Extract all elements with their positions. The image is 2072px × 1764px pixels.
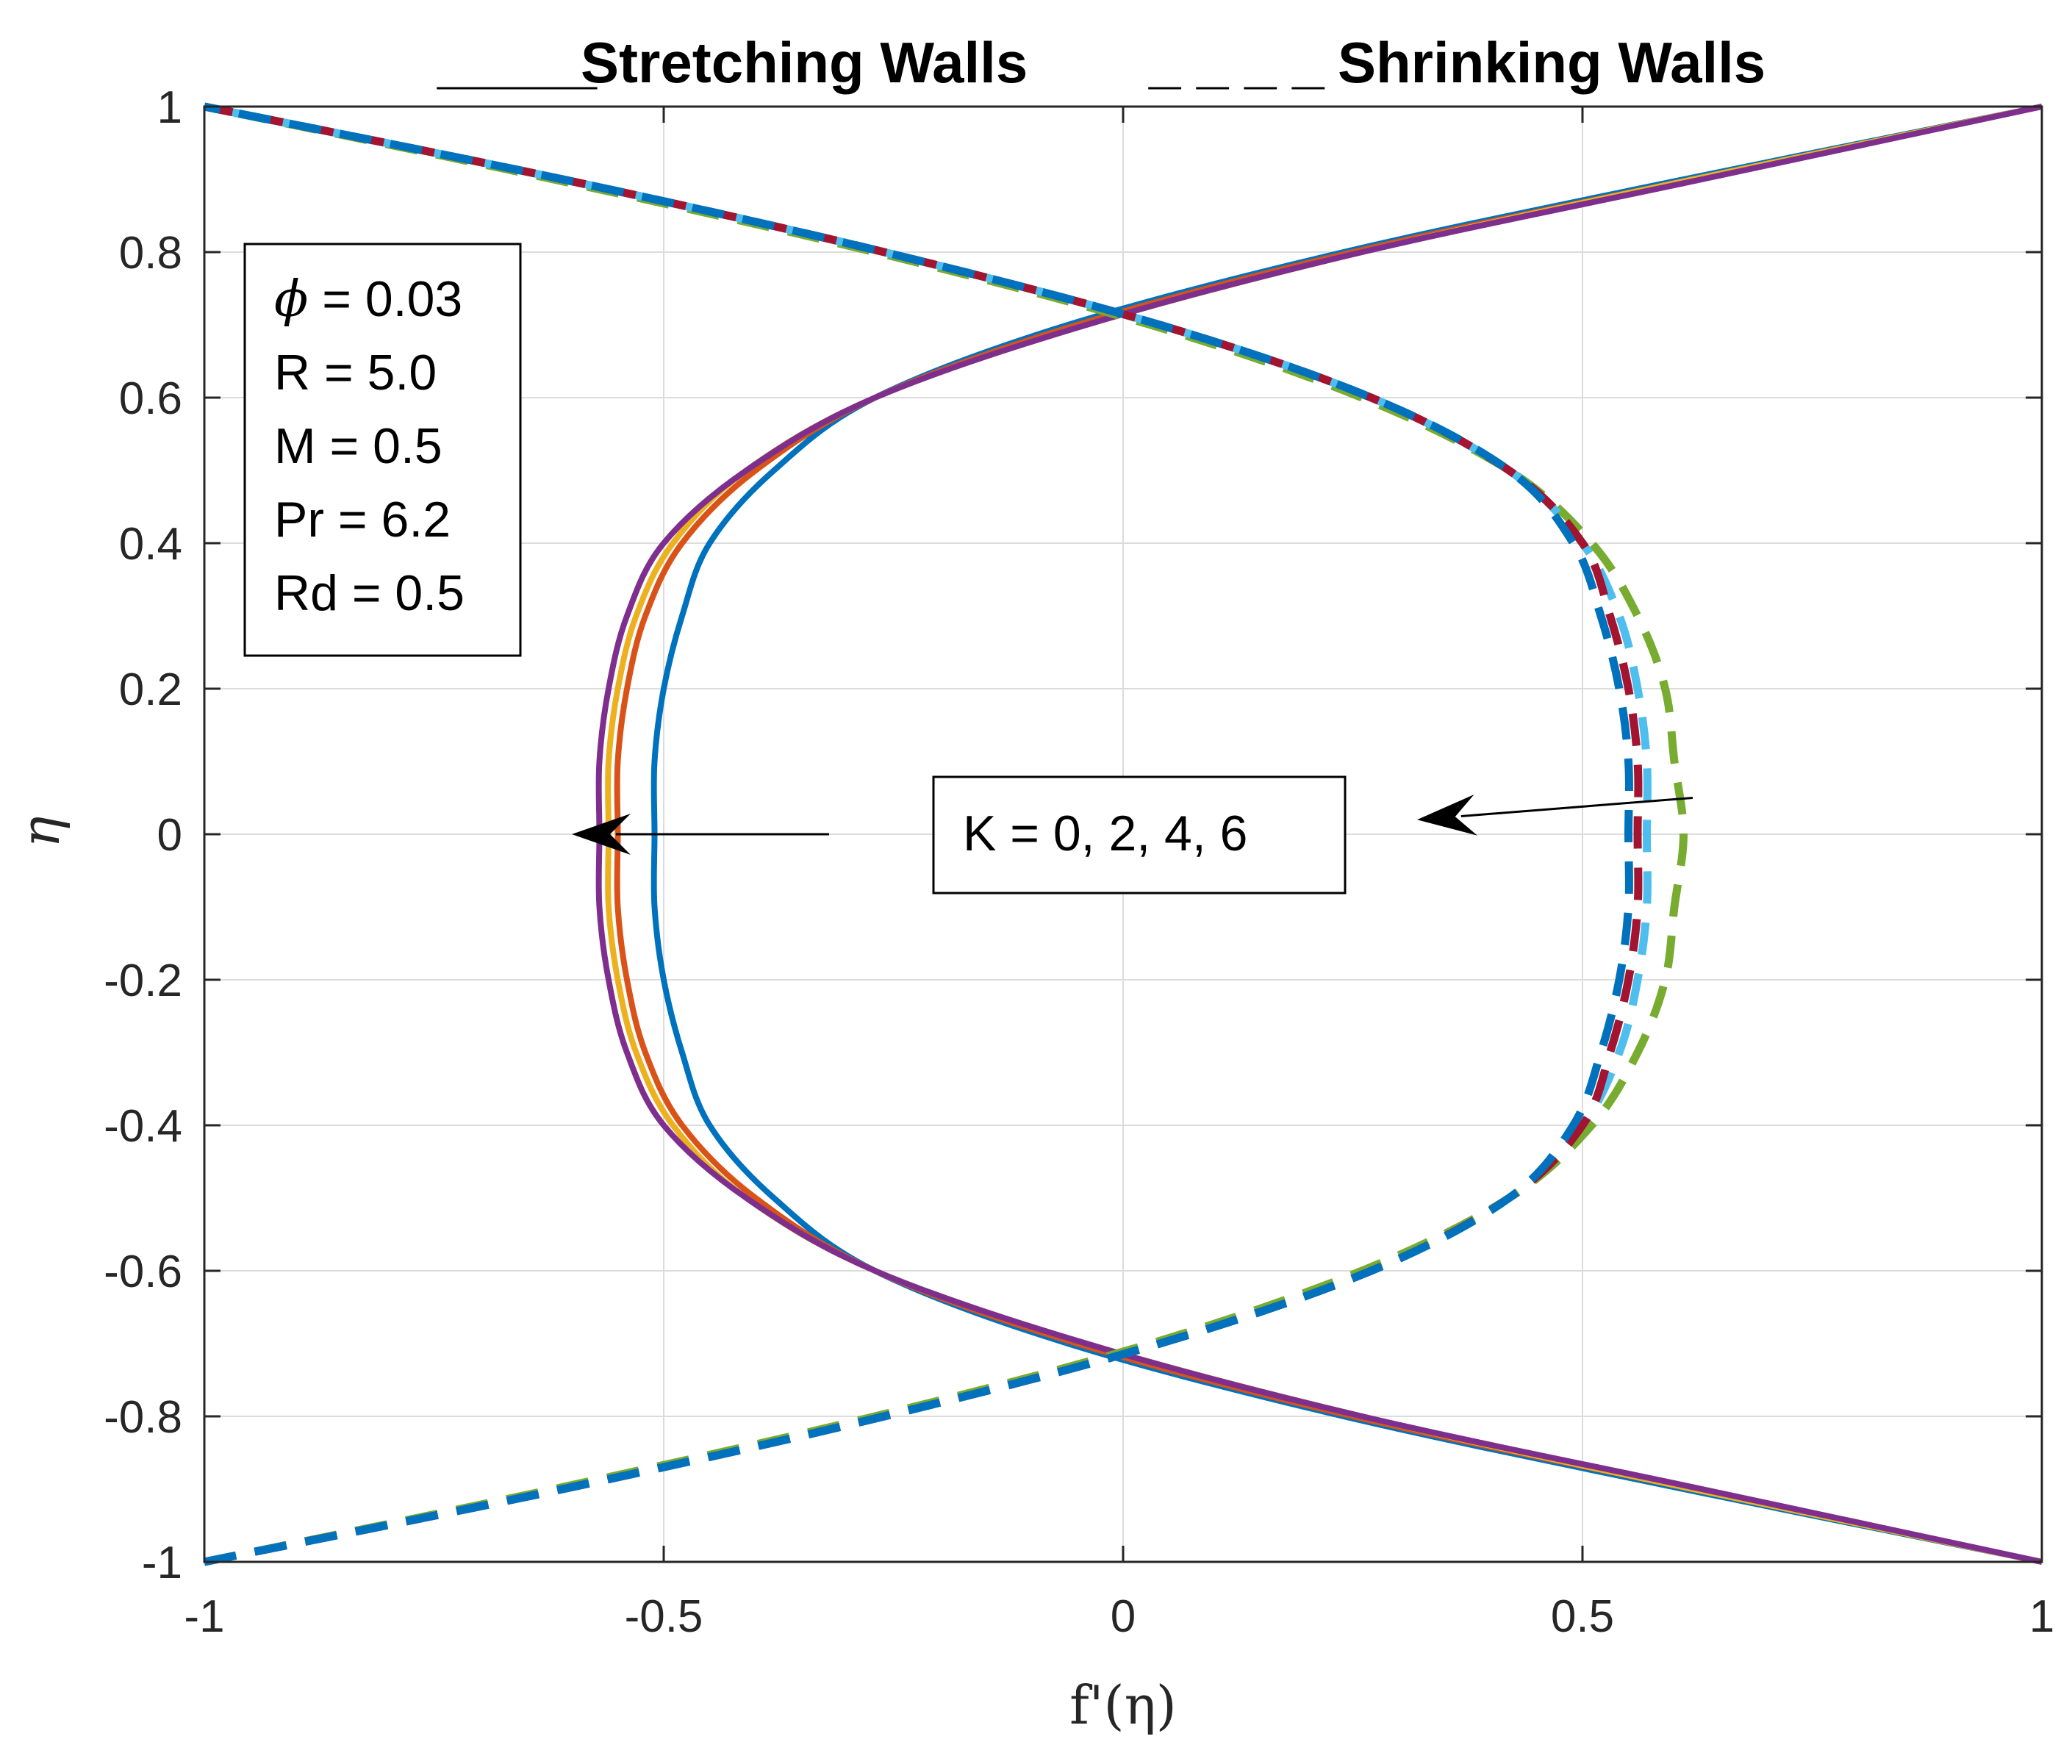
legend: _____ Stretching Walls _ _ _ _ Shrinking… xyxy=(437,30,1765,95)
annotation-text: K = 0, 2, 4, 6 xyxy=(963,806,1247,861)
param-pr: Pr = 6.2 xyxy=(274,492,451,548)
annotation-box: K = 0, 2, 4, 6 xyxy=(932,775,1347,894)
y-tick-label: -1 xyxy=(142,1538,182,1588)
y-tick-label: 0.6 xyxy=(119,373,182,424)
x-axis-label: f'(η) xyxy=(1069,1674,1177,1736)
parameter-box-frame xyxy=(243,243,522,657)
legend-shrinking-label: Shrinking Walls xyxy=(1338,30,1765,95)
param-rd: Rd = 0.5 xyxy=(274,565,465,621)
legend-shrinking-marker: _ _ _ _ xyxy=(1148,30,1325,95)
param-r: R = 5.0 xyxy=(274,345,437,401)
param-m: M = 0.5 xyxy=(274,418,442,474)
legend-stretching-label: Stretching Walls xyxy=(581,30,1028,95)
series-line-shrinking-k6 xyxy=(203,102,1633,1566)
series-line-shrinking-k4 xyxy=(203,102,1643,1566)
shrinking-arrow-shaft xyxy=(1460,797,1693,817)
shrinking-arrow-head xyxy=(1417,795,1477,836)
y-tick-label: -0.6 xyxy=(104,1247,182,1297)
x-tick-label: -0.5 xyxy=(625,1591,703,1642)
parameter-box: ϕ = 0.03 R = 5.0 M = 0.5 Pr = 6.2 Rd = 0… xyxy=(243,243,522,657)
y-axis-label: η xyxy=(10,816,71,847)
y-tick-label: 0.2 xyxy=(119,664,182,715)
x-tick-label: 0.5 xyxy=(1551,1591,1614,1642)
y-tick-label: -0.8 xyxy=(104,1392,182,1443)
y-tick-label: 0.4 xyxy=(119,519,182,570)
legend-stretching-marker: _____ xyxy=(437,30,598,95)
stretching-arrow-head xyxy=(572,814,631,855)
shrinking-arrow xyxy=(1417,795,1693,836)
y-tick-label: 0.8 xyxy=(119,228,182,279)
param-phi: ϕ = 0.03 xyxy=(274,270,462,329)
x-tick-label: 1 xyxy=(2029,1591,2054,1642)
x-tick-label: 0 xyxy=(1111,1591,1136,1642)
stretching-arrow xyxy=(572,814,829,855)
y-tick-label: 1 xyxy=(157,82,182,133)
annotation-arrows xyxy=(572,795,1693,855)
annotation-box-frame xyxy=(932,775,1347,894)
series-line-shrinking-k2 xyxy=(203,102,1652,1566)
y-tick-label: -0.2 xyxy=(104,956,182,1006)
y-tick-label: -0.4 xyxy=(104,1101,182,1152)
tick-labels: -1 -0.5 0 0.5 1 -1 -0.8 -0.6 -0.4 -0.2 0 0.2 0.4 0.6 0… xyxy=(104,82,2054,1642)
y-tick-label: 0 xyxy=(157,810,182,861)
x-tick-label: -1 xyxy=(184,1591,224,1642)
